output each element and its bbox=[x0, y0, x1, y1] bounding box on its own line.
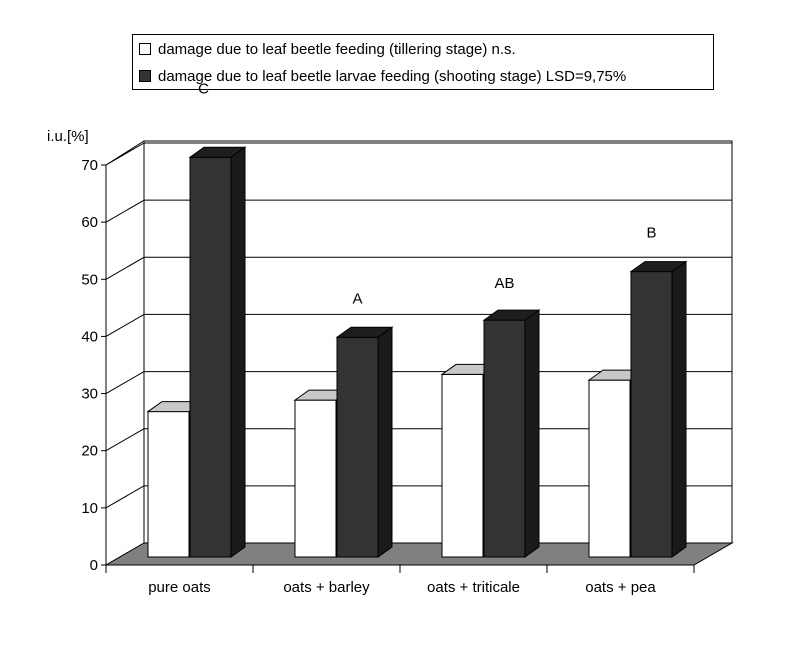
x-tick-label: oats + triticale bbox=[427, 579, 520, 596]
gridline-side bbox=[105, 199, 145, 223]
bar-side bbox=[230, 146, 246, 558]
y-tick-label: 20 bbox=[81, 443, 98, 460]
side-wall-top bbox=[105, 140, 145, 166]
x-tick-label: oats + barley bbox=[283, 579, 370, 596]
y-tick-label: 70 bbox=[81, 157, 98, 174]
significance-letter: A bbox=[352, 290, 362, 307]
gridline-side bbox=[105, 428, 145, 452]
y-axis-title: i.u.[%] bbox=[47, 128, 89, 145]
bar-shooting bbox=[336, 336, 379, 558]
legend-item-shooting: damage due to leaf beetle larvae feeding… bbox=[139, 66, 626, 86]
bar-tillering bbox=[147, 411, 190, 558]
bar-side bbox=[377, 326, 393, 558]
legend-item-tillering: damage due to leaf beetle feeding (tille… bbox=[139, 39, 516, 59]
x-tick-label: pure oats bbox=[148, 579, 211, 596]
significance-letter: B bbox=[646, 225, 656, 242]
x-tick-label: oats + pea bbox=[585, 579, 656, 596]
significance-letter: AB bbox=[494, 275, 514, 292]
bar-tillering bbox=[294, 399, 337, 558]
legend-label-shooting: damage due to leaf beetle larvae feeding… bbox=[158, 67, 627, 85]
chart-legend: damage due to leaf beetle feeding (tille… bbox=[132, 34, 714, 90]
y-tick-label: 40 bbox=[81, 328, 98, 345]
bar-shooting bbox=[630, 271, 673, 558]
y-tick-label: 0 bbox=[90, 557, 98, 574]
legend-swatch-white bbox=[139, 43, 151, 55]
y-tick-label: 50 bbox=[81, 271, 98, 288]
gridline-side bbox=[105, 313, 145, 337]
gridline-side bbox=[105, 371, 145, 395]
legend-swatch-dark bbox=[139, 70, 151, 82]
bar-tillering bbox=[441, 373, 484, 558]
gridline-side bbox=[105, 256, 145, 280]
bar-shooting bbox=[189, 156, 232, 558]
y-tick-label: 10 bbox=[81, 500, 98, 517]
legend-label-tillering: damage due to leaf beetle feeding (tille… bbox=[158, 40, 516, 58]
gridline-side bbox=[105, 485, 145, 509]
bar-side bbox=[524, 309, 540, 558]
bar-shooting bbox=[483, 319, 526, 558]
bar-side bbox=[671, 260, 687, 558]
y-tick-label: 60 bbox=[81, 214, 98, 231]
bar-tillering bbox=[588, 379, 631, 558]
significance-letter: C bbox=[198, 80, 209, 97]
y-tick-label: 30 bbox=[81, 386, 98, 403]
